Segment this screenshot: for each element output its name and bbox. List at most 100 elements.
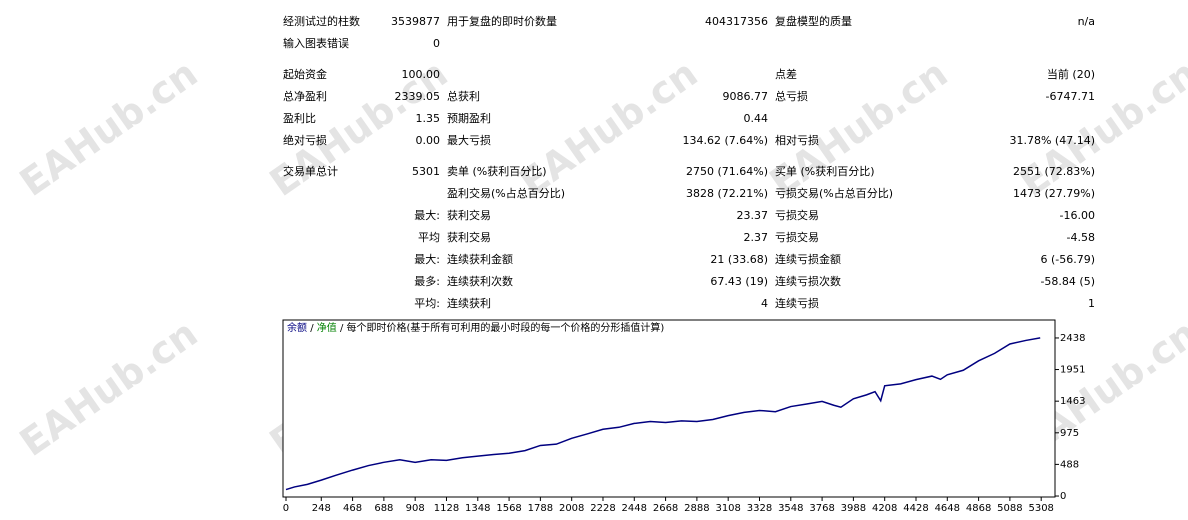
x-tick-label: 3768 xyxy=(809,503,834,514)
x-tick-label: 248 xyxy=(312,503,331,514)
balance-line xyxy=(285,337,1041,491)
report-cell: 最多: xyxy=(414,275,440,288)
report-cell: 总净盈利 xyxy=(283,90,327,103)
report-cell: 1.35 xyxy=(415,112,441,125)
y-tick-label: 2438 xyxy=(1060,333,1085,344)
report-cell: 亏损交易 xyxy=(775,209,819,222)
report-cell: 平均: xyxy=(414,297,440,310)
x-tick-label: 4428 xyxy=(903,503,928,514)
report-cell: 0.00 xyxy=(415,134,441,147)
report-cell: 连续获利金额 xyxy=(447,253,513,266)
x-tick-label: 3548 xyxy=(778,503,803,514)
plot-frame xyxy=(282,319,1056,498)
x-tick-label: 5308 xyxy=(1028,503,1053,514)
legend-balance: 余额 xyxy=(287,321,307,334)
watermark: EAHub.cn xyxy=(12,51,206,205)
x-tick-label: 3988 xyxy=(841,503,866,514)
y-tick-label: 975 xyxy=(1060,428,1079,439)
watermark: EAHub.cn xyxy=(512,51,706,205)
report-cell: 最大: xyxy=(414,253,440,266)
x-tick-label: 1348 xyxy=(465,503,490,514)
legend-separator: / xyxy=(310,323,314,334)
report-cell: 最大: xyxy=(414,209,440,222)
report-cell: 总亏损 xyxy=(775,90,808,103)
watermark: EAHub.cn xyxy=(1012,51,1188,205)
legend-separator: / xyxy=(340,323,344,334)
report-cell: 亏损交易(%占总百分比) xyxy=(775,187,894,200)
x-tick-label: 1788 xyxy=(528,503,553,514)
x-tick-label: 908 xyxy=(406,503,425,514)
x-tick-label: 688 xyxy=(374,503,393,514)
report-cell: 绝对亏损 xyxy=(283,134,327,147)
report-cell: n/a xyxy=(1077,15,1095,28)
report-cell: 连续亏损 xyxy=(775,297,819,310)
legend-note: 每个即时价格(基于所有可利用的最小时段的每一个价格的分形插值计算) xyxy=(347,321,665,334)
report-cell: 平均 xyxy=(418,231,440,244)
report-cell: 0 xyxy=(433,37,440,50)
report-cell: 获利交易 xyxy=(447,231,491,244)
report-cell: 交易单总计 xyxy=(283,165,338,178)
report-cell: 2551 (72.83%) xyxy=(1012,165,1095,178)
report-cell: 相对亏损 xyxy=(775,134,819,147)
report-cell: 连续亏损金额 xyxy=(775,253,841,266)
report-cell: 5301 xyxy=(412,165,440,178)
report-cell: 134.62 (7.64%) xyxy=(682,134,768,147)
report-cell: 卖单 (%获利百分比) xyxy=(447,165,547,178)
x-tick-label: 2228 xyxy=(590,503,615,514)
report-cell: 1473 (27.79%) xyxy=(1012,187,1095,200)
report-cell: 连续获利 xyxy=(447,297,491,310)
report-cell: 盈利交易(%占总百分比) xyxy=(447,187,566,200)
report-cell: 100.00 xyxy=(401,68,441,81)
x-tick-label: 3328 xyxy=(747,503,772,514)
x-tick-label: 4208 xyxy=(872,503,897,514)
legend: 余额 / 净值 / 每个即时价格(基于所有可利用的最小时段的每一个价格的分形插值… xyxy=(287,321,664,334)
x-tick-label: 3108 xyxy=(715,503,740,514)
y-tick-label: 1951 xyxy=(1060,365,1085,376)
report-cell: 3828 (72.21%) xyxy=(685,187,768,200)
x-tick-label: 0 xyxy=(283,503,289,514)
report-cell: 3539877 xyxy=(391,15,440,28)
report-cell: 31.78% (47.14) xyxy=(1009,134,1095,147)
report-cell: 6 (-56.79) xyxy=(1040,253,1095,266)
x-tick-label: 1568 xyxy=(496,503,521,514)
x-tick-label: 4648 xyxy=(935,503,960,514)
report-cell: 9086.77 xyxy=(722,90,769,103)
report-cell: 连续获利次数 xyxy=(447,275,513,288)
report-cell: 21 (33.68) xyxy=(710,253,768,266)
report-cell: 当前 (20) xyxy=(1046,68,1095,81)
report-cell: 买单 (%获利百分比) xyxy=(775,165,875,178)
report-cell: 预期盈利 xyxy=(447,112,491,125)
x-tick-label: 4868 xyxy=(966,503,991,514)
report-cell: 盈利比 xyxy=(283,112,316,125)
x-tick-label: 2888 xyxy=(684,503,709,514)
report-cell: 输入图表错误 xyxy=(283,37,349,50)
report-cell: 经测试过的柱数 xyxy=(283,15,360,28)
y-tick-label: 0 xyxy=(1060,491,1066,502)
legend-equity: 净值 xyxy=(317,321,337,334)
report-cell: 4 xyxy=(761,297,768,310)
report-cell: 总获利 xyxy=(447,90,480,103)
report-cell: -4.58 xyxy=(1066,231,1095,244)
x-tick-label: 2668 xyxy=(653,503,678,514)
report-cell: 2750 (71.64%) xyxy=(685,165,768,178)
report-cell: -58.84 (5) xyxy=(1040,275,1095,288)
report-cell: 获利交易 xyxy=(447,209,491,222)
report-cell: 复盘模型的质量 xyxy=(775,15,852,28)
x-tick-label: 2448 xyxy=(622,503,647,514)
y-tick-label: 1463 xyxy=(1060,396,1085,407)
report-cell: 用于复盘的即时价数量 xyxy=(447,15,557,28)
report-cell: 点差 xyxy=(775,68,797,81)
x-tick-label: 1128 xyxy=(434,503,459,514)
y-tick-label: 488 xyxy=(1060,459,1079,470)
report-cell: 404317356 xyxy=(705,15,768,28)
watermark: EAHub.cn xyxy=(12,311,206,465)
x-tick-label: 5088 xyxy=(997,503,1022,514)
x-tick-label: 2008 xyxy=(559,503,584,514)
report-cell: 起始资金 xyxy=(283,68,327,81)
report-cell: -16.00 xyxy=(1059,209,1095,222)
report-cell: -6747.71 xyxy=(1045,90,1095,103)
report-cell: 2.37 xyxy=(743,231,769,244)
report-cell: 1 xyxy=(1088,297,1095,310)
